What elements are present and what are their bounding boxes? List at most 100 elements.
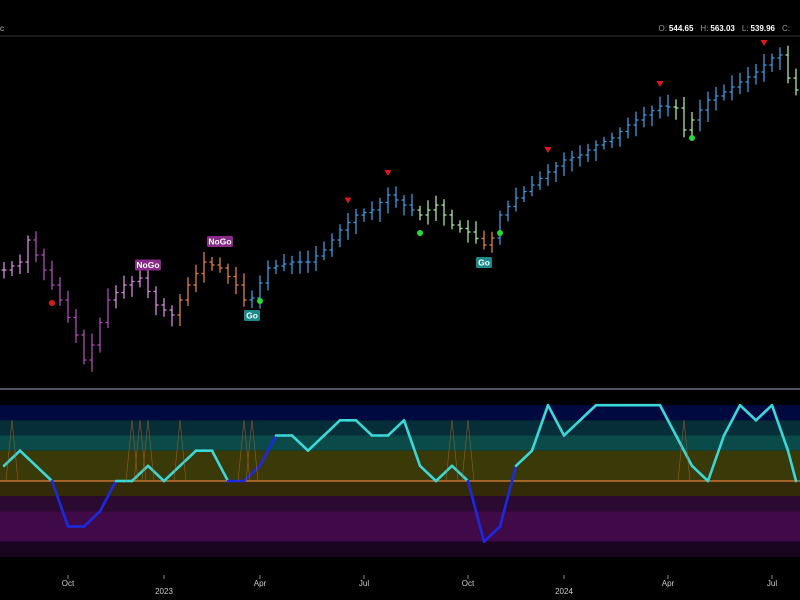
price-bar: [81, 329, 87, 365]
price-bar: [417, 205, 423, 221]
price-bar: [649, 105, 655, 127]
price-bar: [577, 145, 583, 167]
green-dot-marker: [689, 135, 695, 141]
price-bar: [321, 241, 327, 261]
oscillator-segment: [514, 456, 526, 468]
oscillator-segment: [266, 434, 278, 452]
price-bar: [737, 72, 743, 95]
oscillator-segment: [690, 464, 702, 475]
oscillator-segment: [554, 419, 566, 437]
oscillator-segment: [218, 464, 230, 483]
oscillator-segment: [786, 449, 798, 483]
price-bar: [9, 261, 15, 276]
oscillator-segment: [314, 434, 326, 445]
price-bar: [273, 259, 279, 274]
x-tick-label: Oct: [462, 579, 475, 588]
price-bar: [161, 298, 167, 317]
oscillator-segment: [298, 441, 310, 452]
price-bar: [721, 84, 727, 101]
oscillator-segment: [586, 403, 598, 415]
oscillator-segment: [482, 532, 494, 543]
price-bar: [369, 201, 375, 221]
price-bar: [265, 260, 271, 291]
oscillator-segment: [354, 419, 366, 430]
x-tick-label: Apr: [662, 579, 675, 588]
oscillator-segment: [130, 472, 142, 483]
price-bar: [449, 209, 455, 230]
price-bar: [457, 220, 463, 233]
momentum-spike: [141, 420, 155, 482]
price-bar: [169, 305, 175, 327]
price-bar: [585, 143, 591, 162]
price-bar: [337, 224, 343, 248]
price-bar: [609, 132, 615, 148]
oscillator-segment: [34, 464, 46, 475]
oscillator-segment: [730, 403, 742, 422]
oscillator-zone: [0, 420, 800, 436]
price-bar: [201, 251, 207, 283]
price-bar: [209, 256, 215, 271]
price-bar: [665, 94, 671, 117]
oscillator-segment: [58, 502, 70, 528]
price-bar: [33, 231, 39, 263]
price-bar: [769, 53, 775, 72]
oscillator-zone: [0, 435, 800, 451]
oscillator-zone: [0, 496, 800, 512]
price-bar: [73, 309, 79, 343]
oscillator-zone: [0, 405, 800, 421]
price-bar: [145, 269, 151, 299]
price-bar: [1, 262, 7, 279]
price-bar: [641, 106, 647, 128]
oscillator-segment: [82, 517, 94, 528]
red-dot-marker: [49, 300, 55, 306]
red-triangle-marker: [656, 81, 664, 87]
price-bar: [601, 136, 607, 150]
price-bar: [353, 208, 359, 235]
oscillator-segment: [410, 441, 422, 468]
oscillator-segment: [402, 419, 414, 445]
momentum-spike: [445, 420, 459, 482]
oscillator-segment: [322, 426, 334, 437]
x-tick-label: Jul: [359, 579, 369, 588]
oscillator-segment: [42, 472, 54, 483]
green-dot-marker: [497, 230, 503, 236]
oscillator-segment: [18, 449, 30, 460]
nogo-label: NoGo: [208, 237, 231, 247]
price-bar: [113, 285, 119, 309]
price-bar: [761, 53, 767, 82]
momentum-spike: [5, 420, 19, 482]
price-bar: [289, 255, 295, 275]
oscillator-segment: [562, 426, 574, 437]
price-bar: [241, 273, 247, 307]
price-bar: [313, 246, 319, 272]
oscillator-segment: [26, 456, 38, 468]
price-bar: [105, 288, 111, 329]
price-bar: [713, 86, 719, 111]
oscillator-segment: [474, 510, 486, 543]
price-bar: [97, 317, 103, 353]
x-tick-label: 2024: [555, 587, 573, 596]
oscillator-segment: [306, 441, 318, 452]
price-bar: [673, 99, 679, 120]
oscillator-segment: [674, 434, 686, 452]
price-bar: [705, 91, 711, 122]
oscillator-segment: [138, 464, 150, 475]
price-bar: [385, 187, 391, 214]
oscillator-segment: [442, 464, 454, 475]
oscillator-segment: [386, 426, 398, 437]
oscillator-segment: [658, 403, 670, 422]
oscillator-segment: [490, 525, 502, 536]
price-bar: [497, 210, 503, 245]
price-bar: [561, 152, 567, 176]
price-bar: [481, 230, 487, 250]
price-bar: [281, 254, 287, 272]
red-triangle-marker: [344, 197, 352, 204]
oscillator-segment: [466, 479, 478, 513]
oscillator-segment: [722, 419, 734, 437]
nogo-label-box: [207, 236, 233, 247]
go-label: Go: [246, 311, 258, 321]
corner-mark: c: [0, 24, 4, 33]
oscillator-segment: [498, 494, 510, 528]
oscillator-segment: [162, 472, 174, 483]
